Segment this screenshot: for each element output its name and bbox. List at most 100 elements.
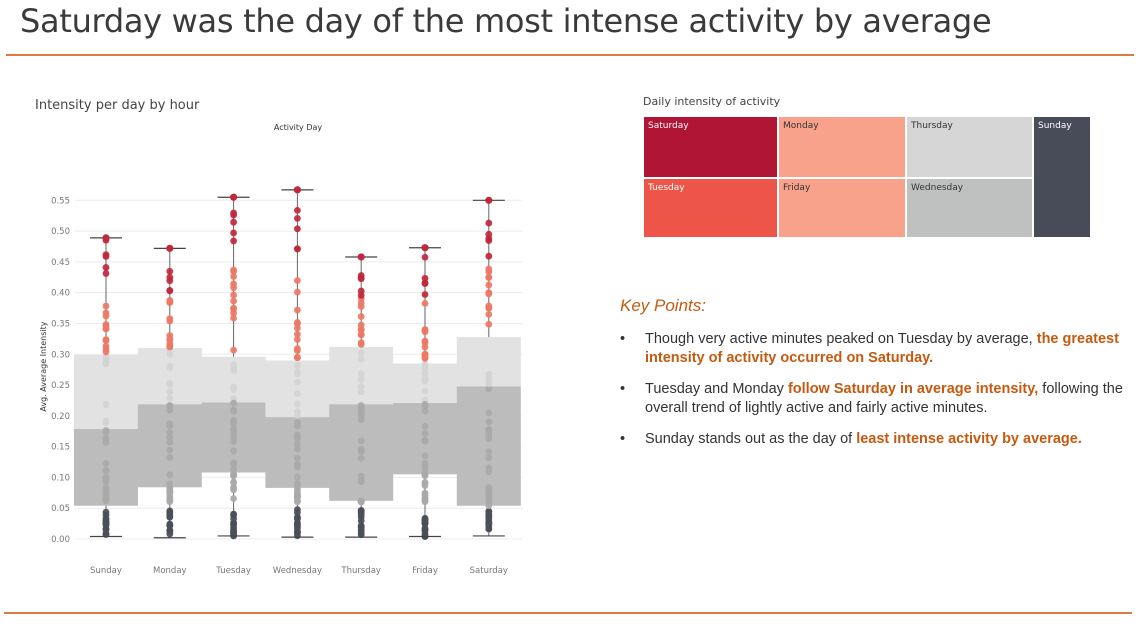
data-point — [102, 467, 110, 475]
treemap-cell-saturday: Saturday — [643, 116, 778, 178]
y-tick-label: 0.40 — [51, 289, 70, 299]
data-point — [485, 289, 493, 297]
data-point — [166, 388, 174, 396]
data-point — [485, 508, 493, 516]
data-point — [294, 431, 301, 439]
data-point — [421, 463, 429, 471]
data-point — [485, 235, 493, 242]
data-point — [294, 288, 301, 296]
data-point — [166, 488, 174, 496]
key-point-highlight: least intense activity by average. — [856, 431, 1082, 447]
data-point — [230, 478, 238, 486]
key-points-list: • Though very active minutes peaked on T… — [620, 330, 1130, 449]
x-tick-label: Wednesday — [273, 566, 322, 576]
y-tick-label: 0.45 — [51, 258, 70, 268]
data-point — [294, 440, 301, 448]
data-point — [357, 454, 365, 462]
data-point — [230, 297, 238, 305]
max-point — [230, 193, 238, 201]
data-point — [421, 437, 429, 445]
data-point — [294, 490, 301, 498]
treemap-cell-friday: Friday — [778, 178, 906, 238]
data-point — [294, 370, 301, 378]
bullet-icon: • — [620, 431, 626, 447]
data-point — [166, 381, 174, 389]
max-point — [485, 196, 493, 204]
data-point — [421, 369, 429, 377]
max-point — [102, 234, 110, 242]
data-point — [230, 511, 238, 519]
data-point — [230, 472, 238, 480]
data-point — [166, 298, 174, 306]
data-point — [230, 425, 238, 433]
data-point — [102, 476, 110, 484]
data-point — [485, 409, 493, 417]
data-point — [485, 454, 493, 462]
data-point — [421, 360, 429, 368]
data-point — [230, 304, 238, 312]
data-point — [230, 280, 238, 288]
key-point-highlight: the greatest intensity of activity occur… — [645, 331, 1119, 366]
title-divider — [6, 54, 1134, 56]
data-point — [230, 237, 238, 245]
data-point — [421, 280, 429, 287]
data-point — [102, 270, 110, 277]
key-point-item: • Sunday stands out as the day of least … — [620, 430, 1130, 449]
max-point — [166, 244, 174, 252]
data-point — [421, 387, 429, 395]
data-point — [230, 218, 238, 226]
data-point — [357, 349, 365, 357]
data-point — [166, 336, 174, 344]
bullet-icon: • — [620, 331, 626, 347]
data-point — [166, 286, 174, 294]
y-tick-label: 0.10 — [51, 473, 70, 483]
data-point — [166, 362, 174, 370]
data-point — [102, 337, 110, 344]
key-points-heading: Key Points: — [620, 296, 706, 315]
data-point — [294, 519, 301, 526]
data-point — [102, 514, 110, 522]
data-point — [357, 375, 365, 383]
data-point — [357, 517, 365, 525]
data-point — [102, 428, 110, 436]
y-axis-label: Avg. Average Intensity — [39, 321, 48, 411]
data-point — [357, 303, 365, 310]
data-point — [230, 420, 238, 428]
x-tick-label: Tuesday — [215, 566, 251, 576]
data-point — [485, 219, 493, 227]
data-point — [294, 412, 301, 419]
y-tick-label: 0.30 — [51, 350, 70, 360]
y-tick-label: 0.55 — [51, 196, 70, 206]
data-point — [166, 429, 174, 436]
data-point — [357, 388, 365, 396]
data-point — [485, 468, 493, 476]
data-point — [230, 407, 238, 415]
data-point — [230, 291, 238, 299]
data-point — [357, 497, 365, 505]
key-point-item: • Tuesday and Monday follow Saturday in … — [620, 380, 1130, 418]
data-point — [230, 267, 238, 275]
data-point — [421, 291, 429, 298]
data-point — [357, 507, 365, 514]
x-tick-label: Friday — [412, 566, 438, 576]
data-point — [294, 330, 301, 338]
slide-title: Saturday was the day of the most intense… — [20, 2, 992, 40]
data-point — [294, 506, 301, 514]
boxplot-panel-title: Intensity per day by hour — [35, 98, 200, 113]
data-point — [230, 433, 238, 441]
footer-divider — [4, 612, 1132, 614]
data-point — [230, 273, 238, 280]
data-point — [357, 478, 365, 486]
data-point — [421, 489, 429, 497]
data-point — [102, 419, 110, 427]
data-point — [421, 497, 429, 504]
treemap-panel-title: Daily intensity of activity — [643, 95, 781, 108]
data-point — [357, 437, 365, 445]
data-point — [357, 445, 365, 453]
data-point — [485, 310, 493, 318]
max-point — [421, 244, 429, 252]
data-point — [294, 480, 301, 487]
data-point — [421, 352, 429, 360]
data-point — [166, 402, 174, 409]
data-point — [166, 273, 174, 281]
